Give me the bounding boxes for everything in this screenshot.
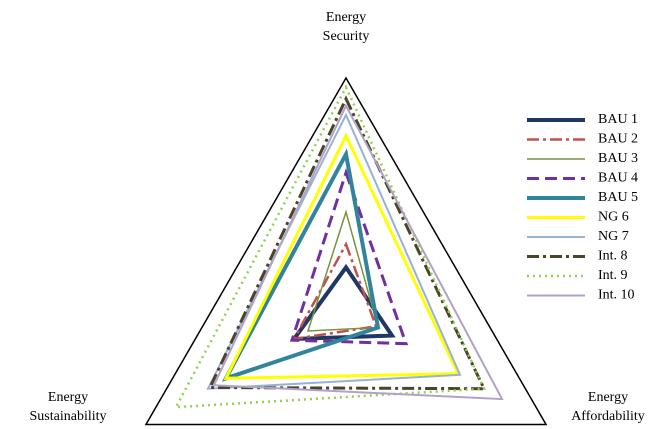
- radar-series: [221, 148, 381, 382]
- legend-label: Int. 8: [598, 249, 628, 264]
- axis-label: Energy: [588, 390, 628, 405]
- legend-label: BAU 1: [598, 112, 638, 127]
- radar-series: [289, 168, 409, 346]
- axis-label: Security: [323, 29, 370, 44]
- radar-frame: [144, 76, 548, 426]
- axis-label: Affordability: [571, 409, 645, 424]
- legend-label: BAU 4: [598, 171, 638, 186]
- legend-label: NG 7: [598, 229, 629, 244]
- radar-series: [306, 209, 379, 332]
- legend-label: Int. 9: [598, 268, 628, 283]
- radar-series: [212, 103, 504, 401]
- axis-label: Energy: [48, 390, 88, 405]
- legend-label: BAU 3: [598, 151, 638, 166]
- axis-label: Sustainability: [30, 409, 107, 424]
- legend-label: NG 6: [598, 210, 629, 225]
- radar-series: [223, 132, 461, 380]
- radar-series: [207, 95, 487, 391]
- legend-label: BAU 5: [598, 190, 638, 205]
- legend-label: Int. 10: [598, 288, 635, 303]
- axis-label: Energy: [326, 10, 366, 25]
- legend-label: BAU 2: [598, 132, 638, 147]
